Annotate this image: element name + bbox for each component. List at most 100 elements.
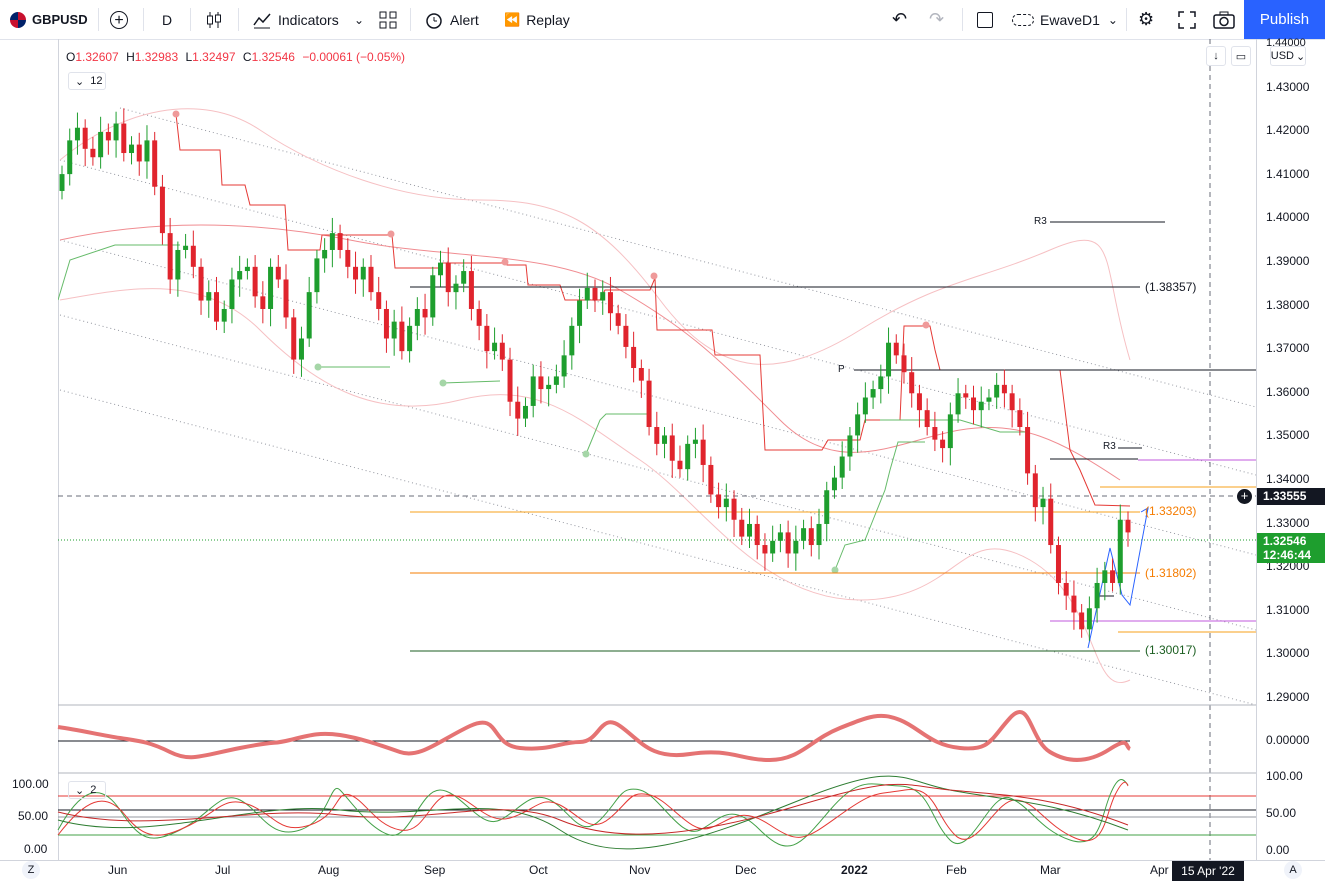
alert-button[interactable]: Alert [424, 0, 479, 39]
indicators-dropdown[interactable]: ⌄ [354, 0, 364, 39]
price-axis-label: 1.41000 [1266, 166, 1310, 181]
candle-body [507, 359, 513, 402]
stop-dot [831, 566, 839, 574]
crosshair-date-tag: 15 Apr '22 [1172, 861, 1244, 881]
price-axis-label: 1.38000 [1266, 297, 1310, 312]
candle-body [121, 123, 127, 154]
candle-body [82, 127, 88, 149]
layouts-button[interactable] [378, 0, 398, 39]
price-axis-label: 1.33000 [1266, 515, 1310, 530]
candle-body [739, 519, 745, 537]
osc2-label-0: 0.00 [1266, 843, 1290, 857]
candle-body [167, 233, 173, 280]
candle-body [662, 435, 668, 444]
candle-body [847, 435, 853, 457]
osc-collapse-button[interactable]: ⌄ 2 [68, 781, 106, 799]
fullscreen-button[interactable] [1178, 0, 1196, 39]
channel-line-lower-mid [59, 314, 1256, 631]
candle-body [916, 393, 922, 411]
symbol-search[interactable]: GBPUSD [10, 0, 88, 39]
candle-body [577, 300, 583, 326]
candle-body [553, 376, 559, 385]
stop-line-green-5 [834, 441, 925, 571]
layout-name-label: EwaveD1 [1040, 11, 1100, 28]
compare-symbol-button[interactable]: + [110, 0, 128, 39]
price-axis-label: 1.34000 [1266, 472, 1310, 486]
candle-body [105, 131, 111, 141]
candle-body [901, 355, 907, 373]
candle-body [1125, 519, 1131, 533]
indicators-collapse-button[interactable]: ⌄ 12 [68, 72, 106, 90]
candle-body [252, 266, 258, 297]
price-axis-label: 1.31000 [1266, 602, 1310, 617]
undo-button[interactable]: ↶ [892, 0, 907, 39]
stop-dot [501, 258, 509, 266]
auto-scale-button[interactable]: A [1284, 861, 1302, 879]
ohlc-legend: O1.32607 H1.32983 L1.32497 C1.32546 −0.0… [66, 50, 406, 64]
osc-indicator-count: 2 [90, 784, 97, 796]
candle-body [955, 393, 961, 415]
candle-body [584, 287, 590, 301]
osc2-slow-red [57, 783, 1129, 835]
candle-body [206, 292, 212, 301]
fullscreen-select-button[interactable] [977, 0, 993, 39]
layout-name-button[interactable]: EwaveD1 ⌄ [1012, 0, 1118, 39]
indicators-button[interactable]: Indicators [252, 0, 339, 39]
candle-body [383, 308, 389, 339]
candle-body [159, 186, 165, 234]
interval-button[interactable]: D [162, 0, 172, 39]
candle-body [708, 464, 714, 495]
candle-body [754, 523, 760, 546]
candle-body [793, 540, 799, 554]
redo-button[interactable]: ↷ [929, 0, 944, 39]
candle-body [399, 321, 405, 352]
candle-body [445, 262, 451, 293]
candle-body [298, 338, 304, 360]
candle-body [677, 460, 683, 470]
pivot-r3-label: R3 [1034, 216, 1047, 227]
maximize-pane-button[interactable]: ▭ [1231, 46, 1251, 66]
time-label: Sep [424, 863, 446, 877]
candle-body [592, 287, 598, 301]
candle-body [1063, 582, 1069, 596]
snapshot-button[interactable] [1213, 0, 1235, 39]
candle-body [229, 279, 235, 309]
timezone-button[interactable]: Z [22, 861, 40, 879]
add-plus-icon[interactable]: + [1237, 489, 1252, 504]
level-label-3: (1.31802) [1145, 566, 1197, 580]
publish-button[interactable]: Publish [1244, 0, 1325, 39]
stop-line-green-3 [442, 380, 501, 384]
osc2-green-line [57, 779, 1129, 847]
chevron-down-icon: ⌄ [1296, 50, 1306, 63]
price-axis[interactable] [1256, 39, 1325, 860]
candle-body [391, 321, 397, 339]
currency-button[interactable]: USD ⌄ [1270, 46, 1306, 66]
candle-body [353, 266, 359, 280]
time-label: Apr [1150, 863, 1169, 877]
stop-line-green-1 [58, 244, 180, 301]
upper-envelope [59, 108, 1131, 365]
price-axis-label: 1.44000 [1266, 37, 1306, 49]
osc1-line [57, 709, 1132, 763]
candle-body [623, 325, 629, 347]
chart-type-button[interactable] [204, 0, 224, 39]
arrow-down-icon: ↓ [1213, 50, 1219, 62]
scroll-to-latest-button[interactable]: ↓ [1206, 46, 1226, 66]
fullscreen-icon [1178, 10, 1196, 29]
candle-body [777, 532, 783, 541]
candle-body [198, 266, 204, 301]
settings-button[interactable]: ⚙ [1138, 0, 1154, 39]
candle-body [129, 144, 135, 154]
candle-body [615, 313, 621, 326]
time-axis[interactable] [0, 860, 1325, 887]
left-scale [0, 39, 59, 860]
candle-body [260, 296, 266, 309]
candle-body [1040, 498, 1046, 508]
channel-line-bottom [59, 389, 1256, 705]
replay-button[interactable]: ⏪ Replay [504, 0, 570, 39]
candle-body [808, 528, 814, 546]
candle-body [746, 523, 752, 537]
candle-body [762, 545, 768, 554]
indicators-label: Indicators [278, 11, 339, 28]
